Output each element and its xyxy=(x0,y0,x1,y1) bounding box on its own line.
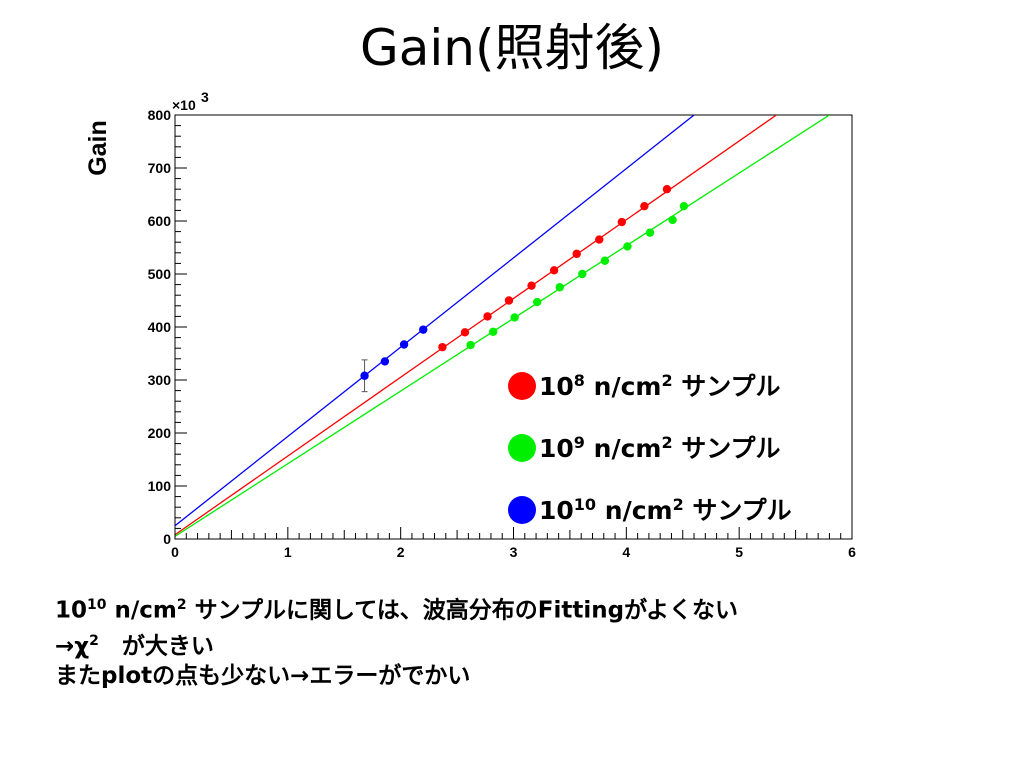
note1-rest: サンプルに関しては、波高分布のFittingがよくない xyxy=(186,597,738,624)
note1-unit-exp: 2 xyxy=(176,597,187,613)
fit-line xyxy=(175,115,777,536)
y-tick-label: 600 xyxy=(148,213,172,229)
note-line-2: →χ2 が大きい xyxy=(55,626,1015,662)
data-point xyxy=(578,269,587,279)
legend-marker xyxy=(508,496,536,524)
data-point xyxy=(662,185,672,194)
data-point xyxy=(419,325,428,334)
plot-frame xyxy=(174,114,853,540)
legend-label: 109 n/cm2 サンプル xyxy=(539,433,781,464)
data-point xyxy=(504,296,514,305)
data-point xyxy=(510,313,519,322)
data-point xyxy=(645,228,655,237)
data-point xyxy=(679,201,689,211)
y-multiplier-base: ×10 xyxy=(172,97,196,113)
x-tick-label: 1 xyxy=(284,544,292,560)
data-point xyxy=(668,215,677,225)
legend-marker xyxy=(508,434,536,462)
data-point xyxy=(572,249,581,259)
y-tick-label: 100 xyxy=(148,478,172,494)
x-tick-label: 2 xyxy=(397,544,405,560)
x-tick-label: 4 xyxy=(622,544,630,560)
note2-exp: 2 xyxy=(89,632,99,649)
y-tick-label: 200 xyxy=(148,425,172,441)
x-tick-label: 6 xyxy=(848,544,856,560)
note1-base: 10 xyxy=(55,597,88,624)
note-line-1: 1010 n/cm2 サンプルに関しては、波高分布のFittingがよくない xyxy=(55,590,1015,626)
note2-rest: が大きい xyxy=(98,633,214,660)
data-point xyxy=(555,283,564,292)
fit-line xyxy=(175,115,695,527)
data-point xyxy=(532,297,542,307)
data-point xyxy=(360,371,369,380)
note1-unit: n/cm xyxy=(106,597,177,624)
note2-chi: →χ xyxy=(55,633,90,660)
legend-label: 108 n/cm2 サンプル xyxy=(539,371,781,402)
note1-exp: 10 xyxy=(87,597,107,613)
data-point xyxy=(623,242,632,251)
data-point xyxy=(438,342,447,352)
data-point xyxy=(600,256,610,265)
legend-label: 1010 n/cm2 サンプル xyxy=(539,495,792,526)
data-point xyxy=(399,340,409,349)
data-point xyxy=(483,312,492,321)
y-axis-label: Gain xyxy=(84,120,112,176)
note-line-3: またplotの点も少ない→エラーがでかい xyxy=(55,663,471,690)
y-tick-label: 800 xyxy=(148,107,172,123)
notes: 1010 n/cm2 サンプルに関しては、波高分布のFittingがよくない →… xyxy=(55,590,1015,691)
data-point xyxy=(640,201,649,211)
slide-title: Gain(照射後) xyxy=(360,19,664,77)
y-tick-label: 500 xyxy=(148,266,172,282)
data-point xyxy=(595,235,604,244)
legend: 108 n/cm2 サンプル 109 n/cm2 サンプル 1010 n/cm2 サ… xyxy=(508,371,792,526)
fit-line xyxy=(175,115,830,537)
x-tick-label: 0 xyxy=(171,544,179,560)
y-tick-label: 400 xyxy=(148,319,172,335)
data-point xyxy=(380,357,390,366)
x-tick-label: 5 xyxy=(735,544,743,560)
data-point xyxy=(466,340,475,350)
data-point xyxy=(488,327,498,336)
data-point xyxy=(460,328,470,337)
data-point xyxy=(617,217,627,227)
y-multiplier-exponent: 3 xyxy=(201,89,209,105)
legend-marker xyxy=(508,372,536,400)
y-tick-label: 0 xyxy=(163,531,171,547)
data-point xyxy=(527,281,536,290)
y-tick-label: 700 xyxy=(148,160,172,176)
data-point xyxy=(549,266,559,275)
x-tick-label: 3 xyxy=(510,544,518,560)
y-tick-label: 300 xyxy=(148,372,172,388)
